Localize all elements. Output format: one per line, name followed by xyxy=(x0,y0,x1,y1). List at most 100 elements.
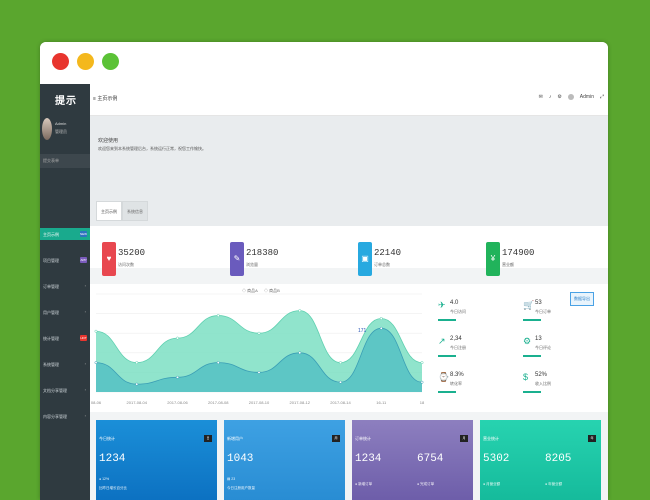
stat-icon: ▣ xyxy=(358,242,372,276)
card-sub: ▤ 23 xyxy=(227,477,236,481)
stat-value: 22140 xyxy=(374,248,402,258)
stat-value: 218380 xyxy=(246,248,279,258)
data-point[interactable] xyxy=(94,329,98,333)
sidebar-item-label: 统计管理 xyxy=(43,336,59,341)
side-stat-label: 今日评论 xyxy=(535,345,551,350)
stat-card: ¥174900 营业额 xyxy=(486,242,606,278)
side-stat: ↗ 2,34 今日注册 xyxy=(438,334,518,360)
side-stat-icon: 🛒 xyxy=(523,300,535,310)
side-stat: 🛒 53 今日订单 xyxy=(523,298,603,324)
data-point[interactable] xyxy=(379,326,383,330)
side-stat-bar xyxy=(438,319,456,321)
stat-icon: ♥ xyxy=(102,242,116,276)
bell-icon[interactable]: ♪ xyxy=(548,94,552,100)
welcome-title: 欢迎使用 xyxy=(98,138,119,144)
data-point[interactable] xyxy=(216,314,220,318)
side-stat-icon: ✈ xyxy=(438,300,446,310)
side-stat-icon: ↗ xyxy=(438,336,446,346)
settings-icon[interactable]: ⚙ xyxy=(557,94,562,100)
data-point[interactable] xyxy=(257,331,261,335)
sidebar-item[interactable]: 订单管理 › xyxy=(40,280,90,292)
stat-value: 174900 xyxy=(502,248,535,258)
sidebar-item-label: 项目管理 xyxy=(43,258,59,263)
side-stat-value: 8.3% xyxy=(450,372,464,378)
chevron-right-icon: › xyxy=(84,387,86,392)
card-period-badge: 周 xyxy=(332,435,340,442)
data-point[interactable] xyxy=(420,380,424,384)
maximize-window-button[interactable] xyxy=(102,53,119,70)
browser-window: 提示 Admin 管理员 提交表单 主页示例 NEW 项目管理 APP 订单管理 › 用户管… xyxy=(40,42,608,500)
data-point[interactable] xyxy=(176,336,179,340)
breadcrumb: ≡ 主页示例 xyxy=(93,96,118,102)
sidebar-item[interactable]: 用户管理 › xyxy=(40,306,90,318)
data-point[interactable] xyxy=(339,361,342,365)
side-stat-icon: ⌚ xyxy=(438,372,450,382)
data-point[interactable] xyxy=(94,361,98,365)
stat-card: ▣ 22140 订单总数 xyxy=(358,242,478,278)
card-label: ● 新增订单 xyxy=(355,482,373,486)
data-point[interactable] xyxy=(257,370,261,374)
data-point[interactable] xyxy=(339,380,342,384)
data-point[interactable] xyxy=(298,351,302,355)
x-tick-label: 08-06 xyxy=(91,400,102,405)
summary-card: 订单统计 月 1234 6754 ● 新增订单 ● 完成订单 xyxy=(352,420,473,500)
sidebar-item[interactable]: 项目管理 APP xyxy=(40,254,90,266)
expand-icon[interactable]: ⤢ xyxy=(599,94,604,100)
sidebar-item[interactable]: 内容分享管理 › xyxy=(40,410,90,422)
data-point[interactable] xyxy=(135,382,139,386)
data-point[interactable] xyxy=(216,361,220,365)
series-area xyxy=(96,310,422,392)
sidebar-item[interactable]: 主页示例 NEW xyxy=(40,228,90,240)
card-title: 营业统计 xyxy=(483,436,499,441)
card-sub: ● 12% xyxy=(99,477,110,481)
sidebar-item[interactable]: 统计管理 HOT xyxy=(40,332,90,344)
data-point[interactable] xyxy=(135,361,139,365)
side-stat-value: 4.0 xyxy=(450,300,459,306)
card-sub-desc: 比昨日增长百分比 xyxy=(99,486,127,490)
x-tick-label: 2017-08-12 xyxy=(290,400,311,405)
sidebar-search[interactable]: 提交表单 xyxy=(40,154,90,168)
stat-label: 订单总数 xyxy=(374,262,390,267)
side-stat-bar xyxy=(523,391,541,393)
data-point[interactable] xyxy=(298,309,302,313)
x-tick-label: 18 xyxy=(420,400,425,405)
side-stat: $52% 收入比例 xyxy=(523,370,603,396)
side-stat-value: 13 xyxy=(535,336,542,342)
data-point[interactable] xyxy=(176,375,179,379)
message-icon[interactable]: ✉ xyxy=(538,94,543,100)
summary-card: 新增用户 周 1043 ▤ 23 今日注册用户数量 xyxy=(224,420,345,500)
sidebar-item[interactable]: 系统管理 › xyxy=(40,358,90,370)
card-sub-desc: 今日注册用户数量 xyxy=(227,486,255,490)
side-stat-value: 53 xyxy=(535,300,542,306)
x-tick-label: 2017-08-14 xyxy=(330,400,351,405)
sidebar-item-label: 内容分享管理 xyxy=(43,414,67,419)
legend-entry[interactable]: ◇ 商品B xyxy=(264,287,280,293)
download-button[interactable]: 数据导出 xyxy=(570,292,594,306)
sidebar-item[interactable]: 文档分享管理 › xyxy=(40,384,90,396)
minimize-window-button[interactable] xyxy=(77,53,94,70)
welcome-subtitle: 欢迎您来到本系统管理后台，系统运行正常，祝您工作愉快。 xyxy=(98,146,206,151)
sidebar: 提示 Admin 管理员 提交表单 主页示例 NEW 项目管理 APP 订单管理 › 用户管… xyxy=(40,84,90,500)
top-avatar[interactable] xyxy=(567,94,574,100)
legend-entry[interactable]: ◇ 商品A xyxy=(242,287,258,293)
sidebar-badge: APP xyxy=(80,257,87,263)
data-point[interactable] xyxy=(420,361,424,365)
card-label: ● 年营业额 xyxy=(545,482,563,486)
card-title: 今日统计 xyxy=(99,436,115,441)
card-number: 1043 xyxy=(227,453,254,465)
card-number: 1234 xyxy=(99,453,126,465)
avatar[interactable] xyxy=(42,118,52,140)
data-point[interactable] xyxy=(379,317,383,320)
tab-home[interactable]: 主页示例 xyxy=(96,201,122,221)
side-stat: ✈ 4.0 今日访问 xyxy=(438,298,518,324)
close-window-button[interactable] xyxy=(52,53,69,70)
card-number: 6754 xyxy=(417,453,444,465)
side-stat-bar xyxy=(523,319,541,321)
side-stat-label: 今日订单 xyxy=(535,309,551,314)
stat-card: ♥ 35200 访问次数 xyxy=(102,242,222,278)
tab-system-info[interactable]: 系统信息 xyxy=(122,201,148,221)
top-user-name[interactable]: Admin xyxy=(579,94,594,100)
sidebar-badge: HOT xyxy=(80,335,87,341)
card-number: 8205 xyxy=(545,453,572,465)
side-stats-panel xyxy=(436,294,608,404)
